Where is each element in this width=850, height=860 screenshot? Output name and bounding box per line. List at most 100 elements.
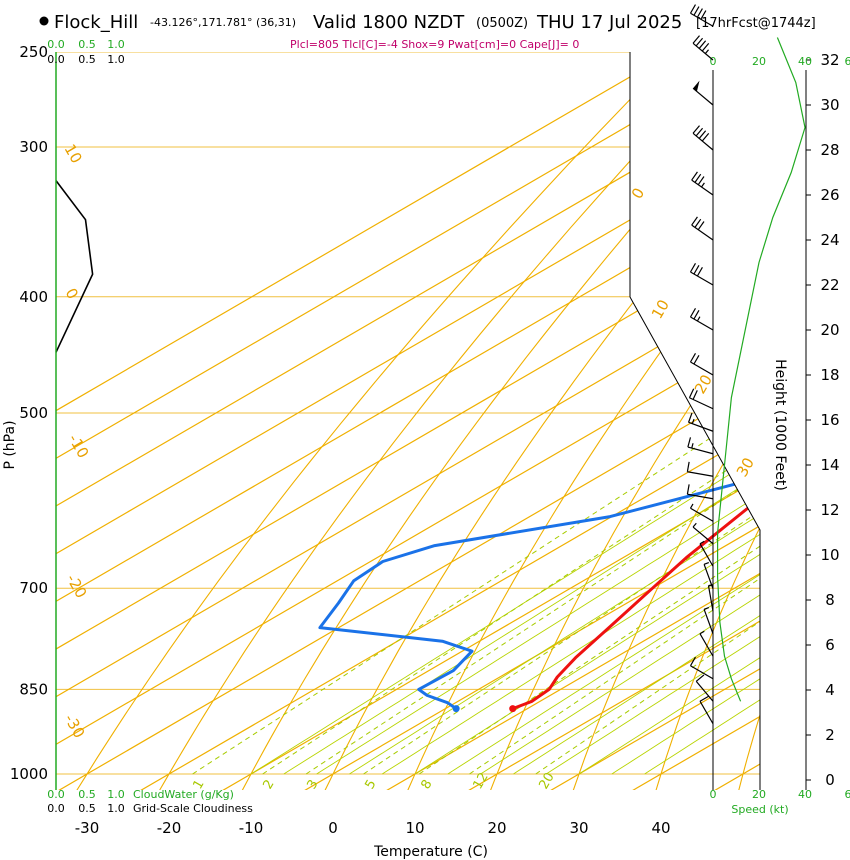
wind-barb-flag	[687, 437, 692, 448]
isotherm-label: -30	[61, 711, 89, 741]
moist-adiabat-line	[250, 52, 760, 775]
wind-barb-staff	[699, 543, 714, 567]
wind-barb	[689, 263, 714, 286]
moist-adiabat-line	[644, 52, 760, 775]
mixing-ratio-line	[192, 296, 760, 775]
wind-barb-flag	[689, 353, 697, 363]
cloudiness-scale-bottom-label: 0.5	[78, 802, 96, 815]
wind-barb-flag	[691, 171, 698, 181]
mixing-ratio-line	[262, 296, 760, 775]
cloudiness-profile-line	[55, 180, 94, 353]
height-tick-label: 8	[825, 591, 835, 609]
temperature-tick-label: -20	[157, 819, 182, 837]
dewpoint-profile-line	[318, 68, 760, 710]
wind-barb-flag	[688, 412, 693, 423]
isotherm-line	[56, 52, 760, 790]
wind-barb-flag	[699, 695, 709, 702]
wind-barb-staff	[692, 132, 714, 151]
wind-barb	[688, 388, 714, 410]
wind-barb-flag	[694, 218, 702, 228]
wind-barb-staff	[699, 633, 714, 657]
wind-barb-half-flag	[689, 503, 694, 509]
isotherm-label: 30	[733, 454, 758, 480]
wind-barb	[691, 171, 714, 196]
temperature-tick-label: -30	[75, 819, 100, 837]
cloudwater-scale-top-label: 1.0	[107, 38, 125, 51]
speed-scale-top-label: 40	[798, 55, 812, 68]
height-tick-label: 12	[820, 501, 839, 519]
mixing-ratio-line	[305, 296, 760, 775]
isotherm-label: 10	[648, 296, 673, 322]
wind-barb-flag	[695, 674, 705, 682]
isotherm-line	[781, 31, 850, 800]
wind-barb-staff	[690, 361, 714, 376]
wind-barb	[686, 484, 714, 500]
valid-time: Valid 1800 NZDT	[313, 12, 465, 33]
dry-adiabat-line	[569, 52, 760, 790]
wind-barb-half-flag	[696, 316, 701, 322]
wind-barb-half-flag	[701, 182, 705, 188]
wind-barb-staff	[690, 271, 714, 286]
cloudiness-scale-top-label: 0.0	[47, 53, 65, 66]
isotherm-line	[56, 52, 760, 790]
isotherm-label: -10	[65, 431, 93, 461]
wind-barb-flag	[691, 216, 698, 226]
cloudwater-scale-top-label: 0.5	[78, 38, 96, 51]
pressure-tick-label: 850	[19, 680, 48, 698]
speed-scale-top-label: 20	[752, 55, 766, 68]
wind-barb-flag	[697, 176, 705, 186]
wind-barb	[692, 125, 714, 151]
wind-barb	[707, 584, 714, 612]
dry-adiabat-line	[237, 52, 760, 790]
wind-barb-flag	[694, 173, 702, 183]
moist-adiabat-line	[480, 52, 760, 775]
wind-barb-flag	[689, 656, 697, 667]
wind-barb	[699, 630, 714, 657]
wind-barb-pennant	[693, 80, 700, 92]
cloudwater-scale-bottom-label: 1.0	[107, 788, 125, 801]
wind-barb-staff	[690, 507, 714, 522]
valid-zulu: (0500Z)	[476, 16, 528, 31]
wind-barb-flag	[686, 461, 690, 472]
speed-scale-bottom-label: 40	[798, 788, 812, 801]
location-coords: -43.126°,171.781° (36,31)	[150, 16, 296, 29]
isotherm-label: 20	[691, 371, 716, 397]
height-axis-label: Height (1000 Feet)	[772, 359, 788, 491]
wind-barb-staff	[699, 700, 714, 725]
dry-adiabat-line	[320, 52, 760, 790]
height-tick-label: 20	[820, 321, 839, 339]
wind-barb-flag	[698, 130, 707, 139]
wind-barb-flag	[689, 263, 697, 273]
moist-adiabat-line	[283, 52, 760, 775]
wind-barb-flag	[693, 265, 700, 275]
height-tick-label: 30	[820, 96, 839, 114]
height-tick-label: 18	[820, 366, 839, 384]
wind-barb	[689, 656, 714, 680]
wind-barb-staff	[687, 471, 714, 477]
height-tick-label: 16	[820, 411, 839, 429]
valid-date: THU 17 Jul 2025	[536, 12, 682, 33]
wind-barb-staff	[703, 564, 714, 589]
wind-barb-staff	[690, 12, 714, 27]
wind-barb-staff	[690, 665, 714, 680]
moist-adiabat-line	[316, 52, 760, 775]
isotherm-label: 0	[62, 285, 82, 302]
temperature-tick-label: 20	[487, 819, 506, 837]
wind-barb-half-flag	[703, 607, 710, 610]
wind-speed-profile-line	[717, 37, 806, 702]
cloudwater-scale-top-label: 0.0	[47, 38, 65, 51]
dry-adiabat-line	[486, 52, 760, 790]
wind-barb-half-flag	[704, 49, 710, 54]
temperature-tick-label: 0	[328, 819, 338, 837]
isotherm-line	[56, 52, 760, 790]
wind-barb-half-flag	[691, 443, 694, 449]
surface-temperature-marker	[509, 705, 517, 713]
pressure-tick-label: 1000	[10, 765, 48, 783]
speed-scale-top-label: 0	[710, 55, 717, 68]
isotherm-line	[56, 52, 760, 790]
wind-barb-staff	[692, 526, 714, 545]
surface-dewpoint-marker	[452, 705, 460, 713]
wind-barb-flag	[692, 390, 698, 400]
wind-barb-staff	[688, 421, 714, 432]
wind-barb	[692, 35, 714, 61]
